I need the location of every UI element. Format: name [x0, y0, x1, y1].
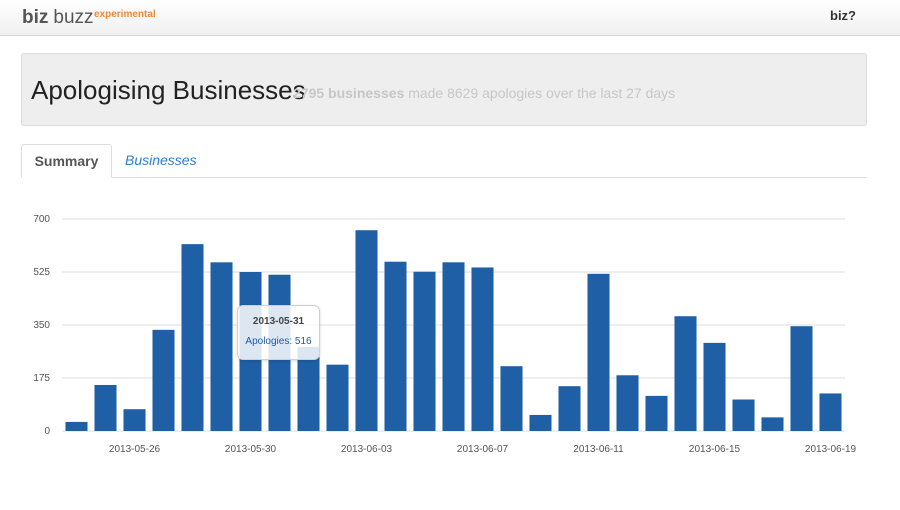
x-tick-label: 2013-06-19 — [805, 444, 857, 455]
bar-2013-06-06[interactable] — [442, 262, 465, 431]
bar-2013-05-28[interactable] — [181, 244, 204, 431]
brand-biz-text: biz — [22, 7, 49, 28]
bar-2013-06-18[interactable] — [790, 326, 813, 431]
bar-2013-05-26[interactable] — [123, 409, 146, 431]
y-tick-label: 0 — [44, 426, 50, 437]
apologies-bar-chart: 0 175 350 525 700 2013-05-26 2013-05-30 2013-06… — [33, 214, 857, 455]
bar-2013-06-12[interactable] — [616, 375, 639, 431]
x-tick-label: 2013-06-03 — [341, 444, 393, 455]
bar-2013-06-11[interactable] — [587, 273, 610, 431]
page-title: Apologising Businesses — [31, 75, 306, 105]
bar-2013-06-15[interactable] — [703, 342, 726, 431]
business-count-text: 2795 businesses — [293, 85, 405, 101]
brand-buzz-text: buzz — [53, 7, 94, 28]
y-tick-label: 350 — [33, 320, 50, 331]
y-tick-label: 525 — [33, 267, 50, 278]
tooltip-value: 516 — [294, 336, 312, 347]
bar-2013-06-17[interactable] — [761, 417, 784, 431]
bar-2013-06-09[interactable] — [529, 414, 552, 431]
bar-2013-06-08[interactable] — [500, 366, 523, 431]
bar-2013-06-07[interactable] — [471, 267, 494, 431]
bar-2013-06-13[interactable] — [645, 395, 668, 431]
page-subtitle: 2795 businesses made 8629 apologies over… — [293, 85, 675, 101]
x-tick-label: 2013-05-26 — [109, 444, 161, 455]
y-tick-label: 700 — [33, 214, 50, 225]
bar-2013-05-29[interactable] — [210, 262, 233, 431]
tab-businesses[interactable]: Businesses — [125, 152, 197, 168]
top-navbar: biz buzz experimental biz? — [0, 0, 900, 36]
tab-summary[interactable]: Summary — [21, 144, 112, 178]
x-tick-label: 2013-06-07 — [457, 444, 509, 455]
tab-bar: Summary Businesses — [21, 144, 867, 178]
tooltip-series-label: Apologies — [245, 336, 290, 347]
hero-unit: Apologising Businesses 2795 businesses m… — [21, 53, 867, 126]
nav-about-link[interactable]: biz? — [830, 8, 856, 23]
bar-2013-06-19[interactable] — [819, 393, 842, 431]
x-tick-label: 2013-06-15 — [689, 444, 741, 455]
bar-2013-05-24[interactable] — [65, 421, 88, 431]
x-tick-label: 2013-05-30 — [225, 444, 277, 455]
brand-logo[interactable]: biz buzz experimental — [22, 7, 156, 29]
tooltip-date: 2013-05-31 — [252, 316, 305, 327]
y-tick-label: 175 — [33, 373, 50, 384]
bar-2013-06-05[interactable] — [413, 271, 436, 431]
apology-summary-text: made 8629 apologies over the last 27 day… — [408, 85, 676, 101]
bar-2013-06-14[interactable] — [674, 316, 697, 431]
bar-2013-06-03[interactable] — [355, 230, 378, 431]
bar-2013-06-10[interactable] — [558, 386, 581, 431]
chart-tooltip: 2013-05-31 Apologies: 516 — [237, 305, 320, 360]
x-tick-label: 2013-06-11 — [573, 444, 624, 455]
tooltip-value-line: Apologies: 516 — [245, 336, 312, 347]
bar-2013-06-02[interactable] — [326, 364, 349, 431]
bar-2013-06-16[interactable] — [732, 399, 755, 431]
bar-2013-05-25[interactable] — [94, 384, 117, 431]
bar-2013-06-04[interactable] — [384, 261, 407, 431]
bar-2013-05-27[interactable] — [152, 329, 175, 431]
bar-2013-06-01[interactable] — [297, 346, 320, 431]
brand-experimental-tag: experimental — [94, 9, 156, 20]
